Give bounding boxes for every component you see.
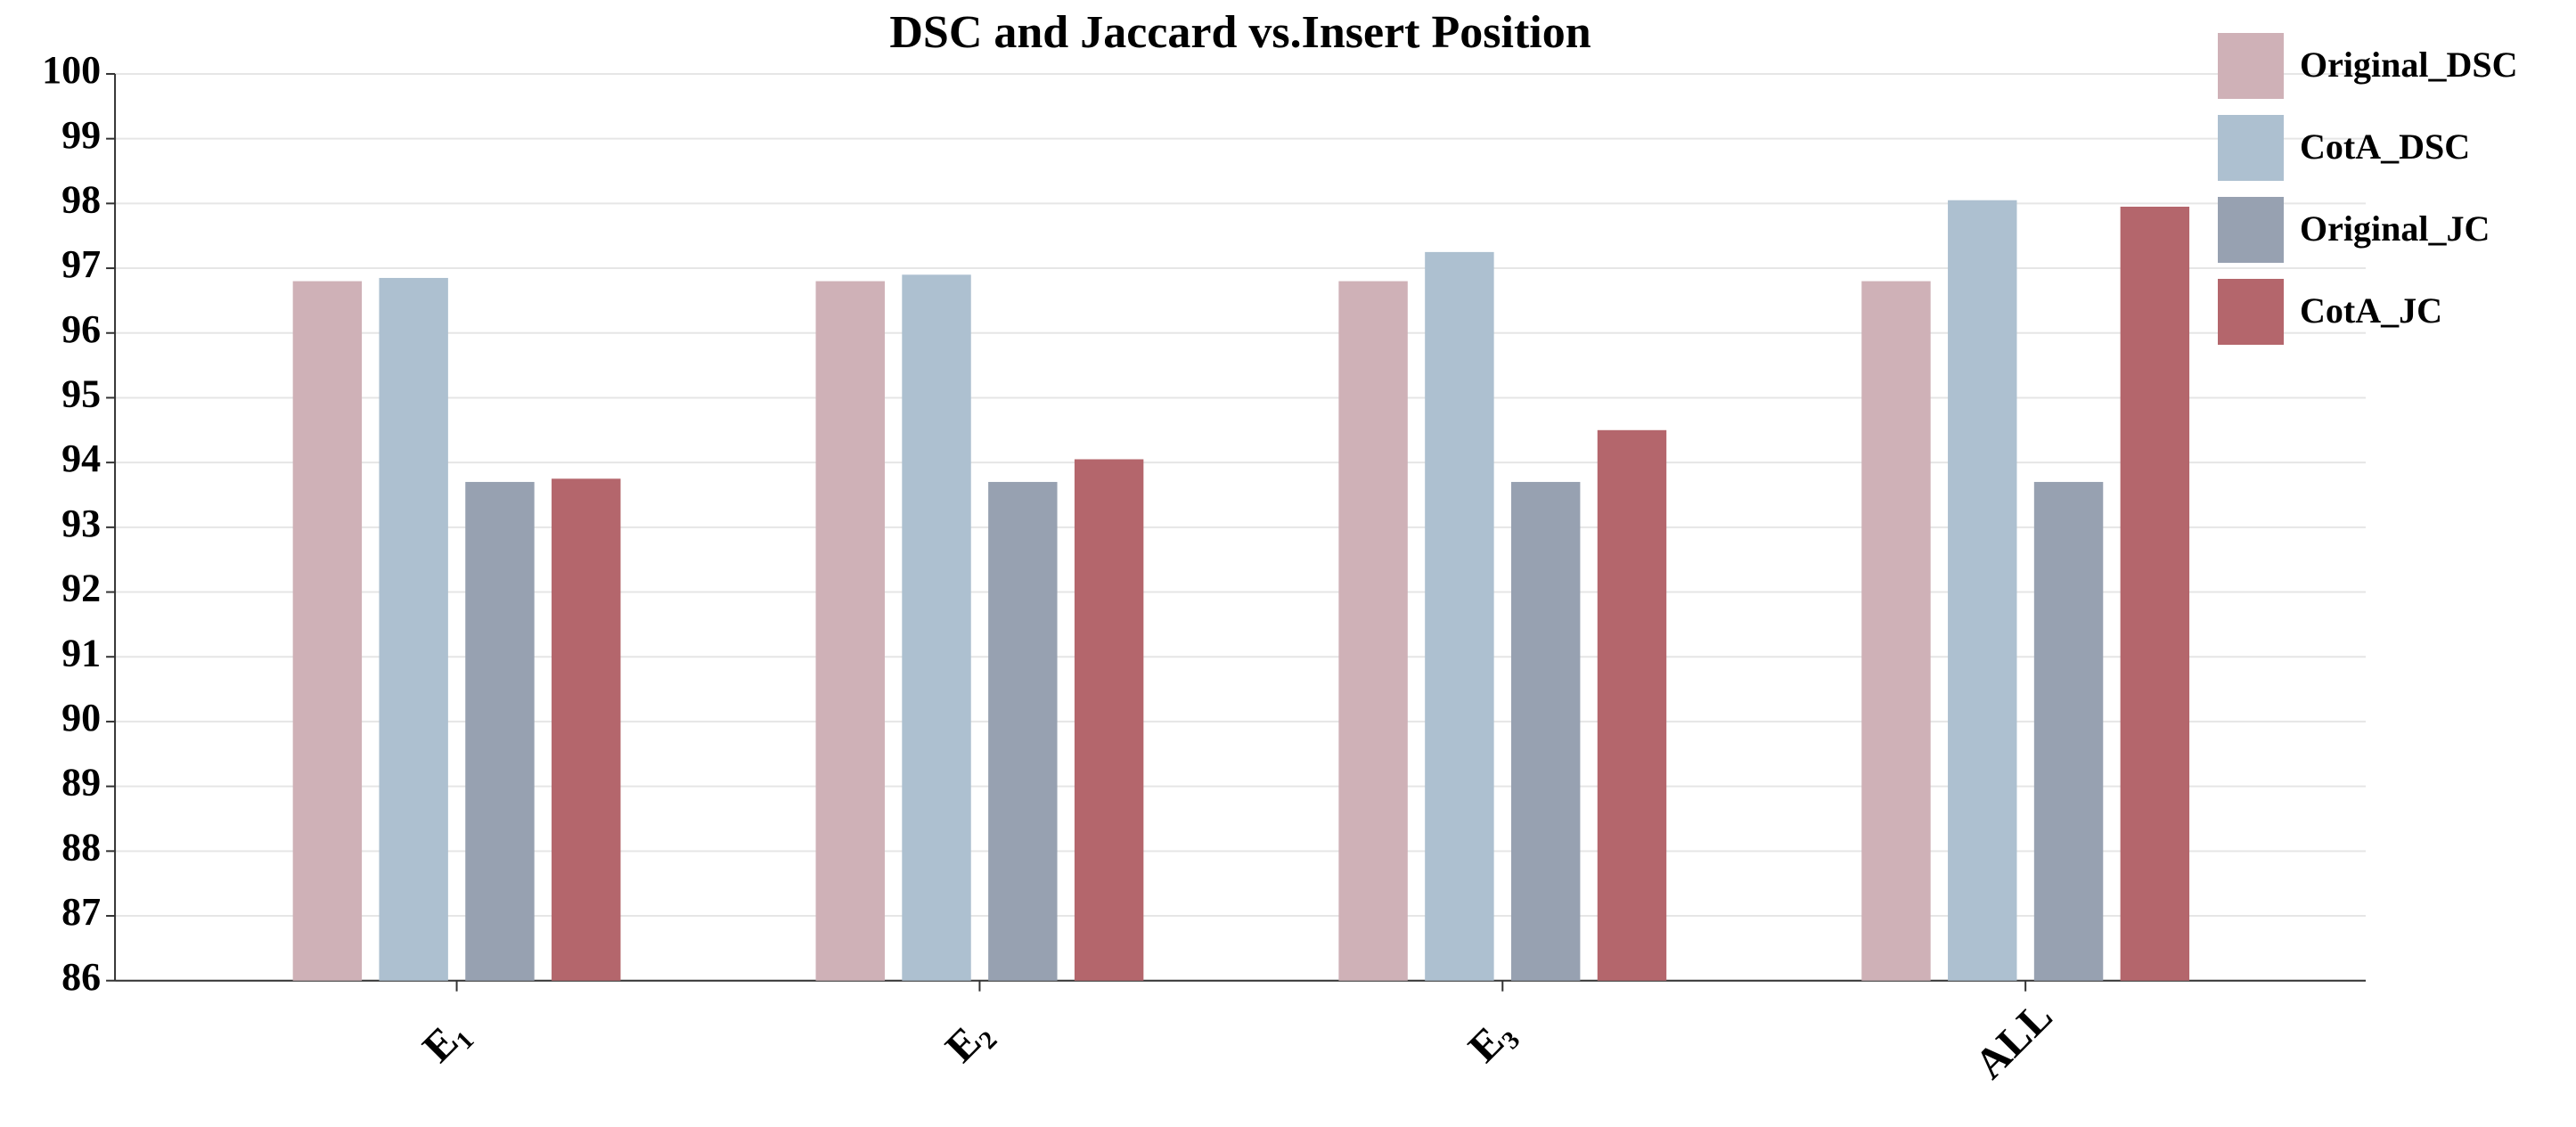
legend-label: CotA_DSC	[2300, 127, 2470, 167]
legend-label: Original_JC	[2300, 208, 2490, 249]
legend-swatch	[2218, 197, 2284, 263]
legend-label: CotA_JC	[2300, 290, 2442, 331]
y-tick-label: 98	[61, 177, 101, 221]
y-tick-label: 96	[61, 307, 101, 351]
bar	[1597, 429, 1667, 981]
y-tick-label: 97	[61, 242, 101, 286]
y-tick-label: 87	[61, 890, 101, 934]
y-tick-label: 99	[61, 113, 101, 157]
y-tick-label: 94	[61, 437, 101, 480]
bar	[292, 281, 363, 981]
y-tick-label: 89	[61, 761, 101, 804]
legend-swatch	[2218, 115, 2284, 181]
bar	[1338, 281, 1408, 981]
y-tick-label: 88	[61, 825, 101, 869]
legend-swatch	[2218, 33, 2284, 99]
bar	[1425, 251, 1494, 981]
y-tick-label: 93	[61, 502, 101, 545]
x-tick-label: E₁	[413, 1009, 476, 1071]
x-tick-label: E₂	[936, 1009, 999, 1071]
x-tick-label: ALL	[1966, 992, 2061, 1088]
bar	[1948, 200, 2017, 981]
bar	[1861, 281, 1931, 981]
legend-label: Original_DSC	[2300, 45, 2517, 85]
bar	[2120, 206, 2190, 981]
y-tick-label: 95	[61, 372, 101, 416]
legend-swatch	[2218, 279, 2284, 345]
bar	[379, 277, 448, 981]
chart-title: DSC and Jaccard vs.Insert Position	[889, 7, 1591, 58]
bar	[815, 281, 885, 981]
bar	[465, 481, 535, 981]
y-tick-label: 100	[42, 48, 101, 92]
y-tick-label: 91	[61, 631, 101, 674]
y-tick-label: 92	[61, 567, 101, 610]
y-tick-label: 90	[61, 696, 101, 739]
bar	[902, 274, 971, 981]
bar	[2033, 481, 2104, 981]
bar	[552, 478, 621, 981]
bar	[1510, 481, 1581, 981]
bar	[988, 481, 1058, 981]
x-tick-label: E₃	[1460, 1009, 1522, 1071]
y-tick-label: 86	[61, 955, 101, 999]
bar	[1074, 459, 1144, 981]
